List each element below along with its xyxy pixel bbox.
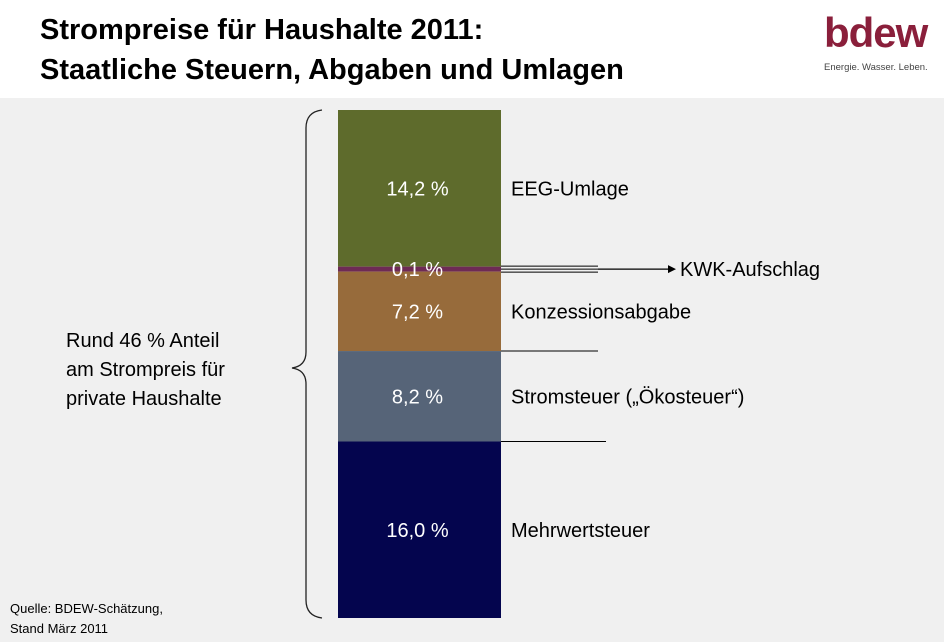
bdew-logo: bdew Energie. Wasser. Leben.: [820, 6, 938, 76]
title-line-1: Strompreise für Haushalte 2011:: [40, 14, 484, 46]
share-annotation-line-3: private Haushalte: [66, 388, 222, 410]
bar-segment-stromsteuer-kosteuer: [338, 351, 501, 442]
category-label-konzessionsabgabe: Konzessionsabgabe: [511, 301, 691, 323]
curly-brace: [291, 109, 323, 619]
source-note: Quelle: BDEW-Schätzung, Stand März 2011: [10, 599, 163, 639]
share-annotation: Rund 46 % Anteil am Strompreis für priva…: [66, 327, 225, 414]
logo-tagline: Energie. Wasser. Leben.: [824, 62, 928, 73]
title-line-2: Staatliche Steuern, Abgaben und Umlagen: [40, 54, 624, 86]
arrow-head-icon: [668, 265, 676, 274]
share-annotation-line-2: am Strompreis für: [66, 359, 225, 381]
bar-segment-konzessionsabgabe: [338, 271, 501, 352]
value-label-eeg-umlage: 14,2 %: [386, 178, 448, 200]
bar-segment-eeg-umlage: [338, 110, 501, 267]
category-label-mehrwertsteuer: Mehrwertsteuer: [511, 520, 650, 542]
value-label-kwk-aufschlag: 0,1 %: [392, 259, 443, 281]
category-label-kwk-aufschlag: KWK-Aufschlag: [680, 259, 820, 281]
page-title: Strompreise für Haushalte 2011: Staatlic…: [40, 10, 624, 90]
source-line-2: Stand März 2011: [10, 621, 109, 636]
value-label-konzessionsabgabe: 7,2 %: [392, 301, 443, 323]
bar-segment-mehrwertsteuer: [338, 441, 501, 618]
value-label-stromsteuer-kosteuer: 8,2 %: [392, 386, 443, 408]
category-label-stromsteuer-kosteuer: Stromsteuer („Ökosteuer“): [511, 386, 744, 408]
bar-segment-kwk-aufschlag: [338, 266, 501, 272]
logo-wordmark: bdew: [824, 9, 928, 56]
header: Strompreise für Haushalte 2011: Staatlic…: [0, 0, 944, 98]
source-line-1: Quelle: BDEW-Schätzung,: [10, 601, 163, 616]
category-label-eeg-umlage: EEG-Umlage: [511, 178, 629, 200]
share-annotation-line-1: Rund 46 % Anteil: [66, 330, 220, 352]
value-label-mehrwertsteuer: 16,0 %: [386, 520, 448, 542]
